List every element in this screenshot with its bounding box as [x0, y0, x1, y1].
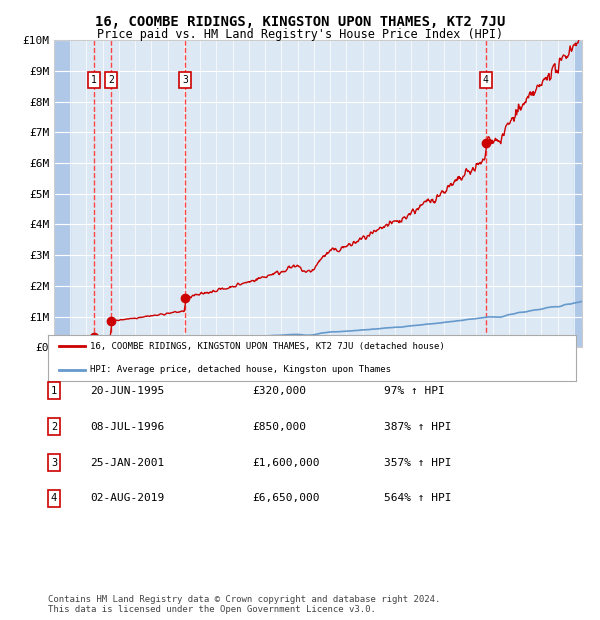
Text: Price paid vs. HM Land Registry's House Price Index (HPI): Price paid vs. HM Land Registry's House …: [97, 28, 503, 41]
Text: 564% ↑ HPI: 564% ↑ HPI: [384, 494, 452, 503]
Bar: [574, 40, 582, 347]
Text: £1,600,000: £1,600,000: [252, 458, 320, 467]
Text: 97% ↑ HPI: 97% ↑ HPI: [384, 386, 445, 396]
Text: 08-JUL-1996: 08-JUL-1996: [90, 422, 164, 432]
Text: This data is licensed under the Open Government Licence v3.0.: This data is licensed under the Open Gov…: [48, 604, 376, 614]
Text: 357% ↑ HPI: 357% ↑ HPI: [384, 458, 452, 467]
Text: 20-JUN-1995: 20-JUN-1995: [90, 386, 164, 396]
Text: 16, COOMBE RIDINGS, KINGSTON UPON THAMES, KT2 7JU (detached house): 16, COOMBE RIDINGS, KINGSTON UPON THAMES…: [90, 342, 445, 351]
Text: 2: 2: [51, 422, 57, 432]
Text: HPI: Average price, detached house, Kingston upon Thames: HPI: Average price, detached house, King…: [90, 365, 391, 374]
Text: £6,650,000: £6,650,000: [252, 494, 320, 503]
Text: 3: 3: [182, 75, 188, 85]
Text: 1: 1: [51, 386, 57, 396]
Text: 02-AUG-2019: 02-AUG-2019: [90, 494, 164, 503]
Text: 4: 4: [483, 75, 489, 85]
Text: Contains HM Land Registry data © Crown copyright and database right 2024.: Contains HM Land Registry data © Crown c…: [48, 595, 440, 604]
Bar: [54, 40, 70, 347]
Text: 16, COOMBE RIDINGS, KINGSTON UPON THAMES, KT2 7JU: 16, COOMBE RIDINGS, KINGSTON UPON THAMES…: [95, 16, 505, 30]
Text: 2: 2: [108, 75, 114, 85]
Text: 3: 3: [51, 458, 57, 467]
Text: £850,000: £850,000: [252, 422, 306, 432]
Text: 4: 4: [51, 494, 57, 503]
Text: 387% ↑ HPI: 387% ↑ HPI: [384, 422, 452, 432]
Text: 25-JAN-2001: 25-JAN-2001: [90, 458, 164, 467]
Text: £320,000: £320,000: [252, 386, 306, 396]
Text: 1: 1: [91, 75, 97, 85]
